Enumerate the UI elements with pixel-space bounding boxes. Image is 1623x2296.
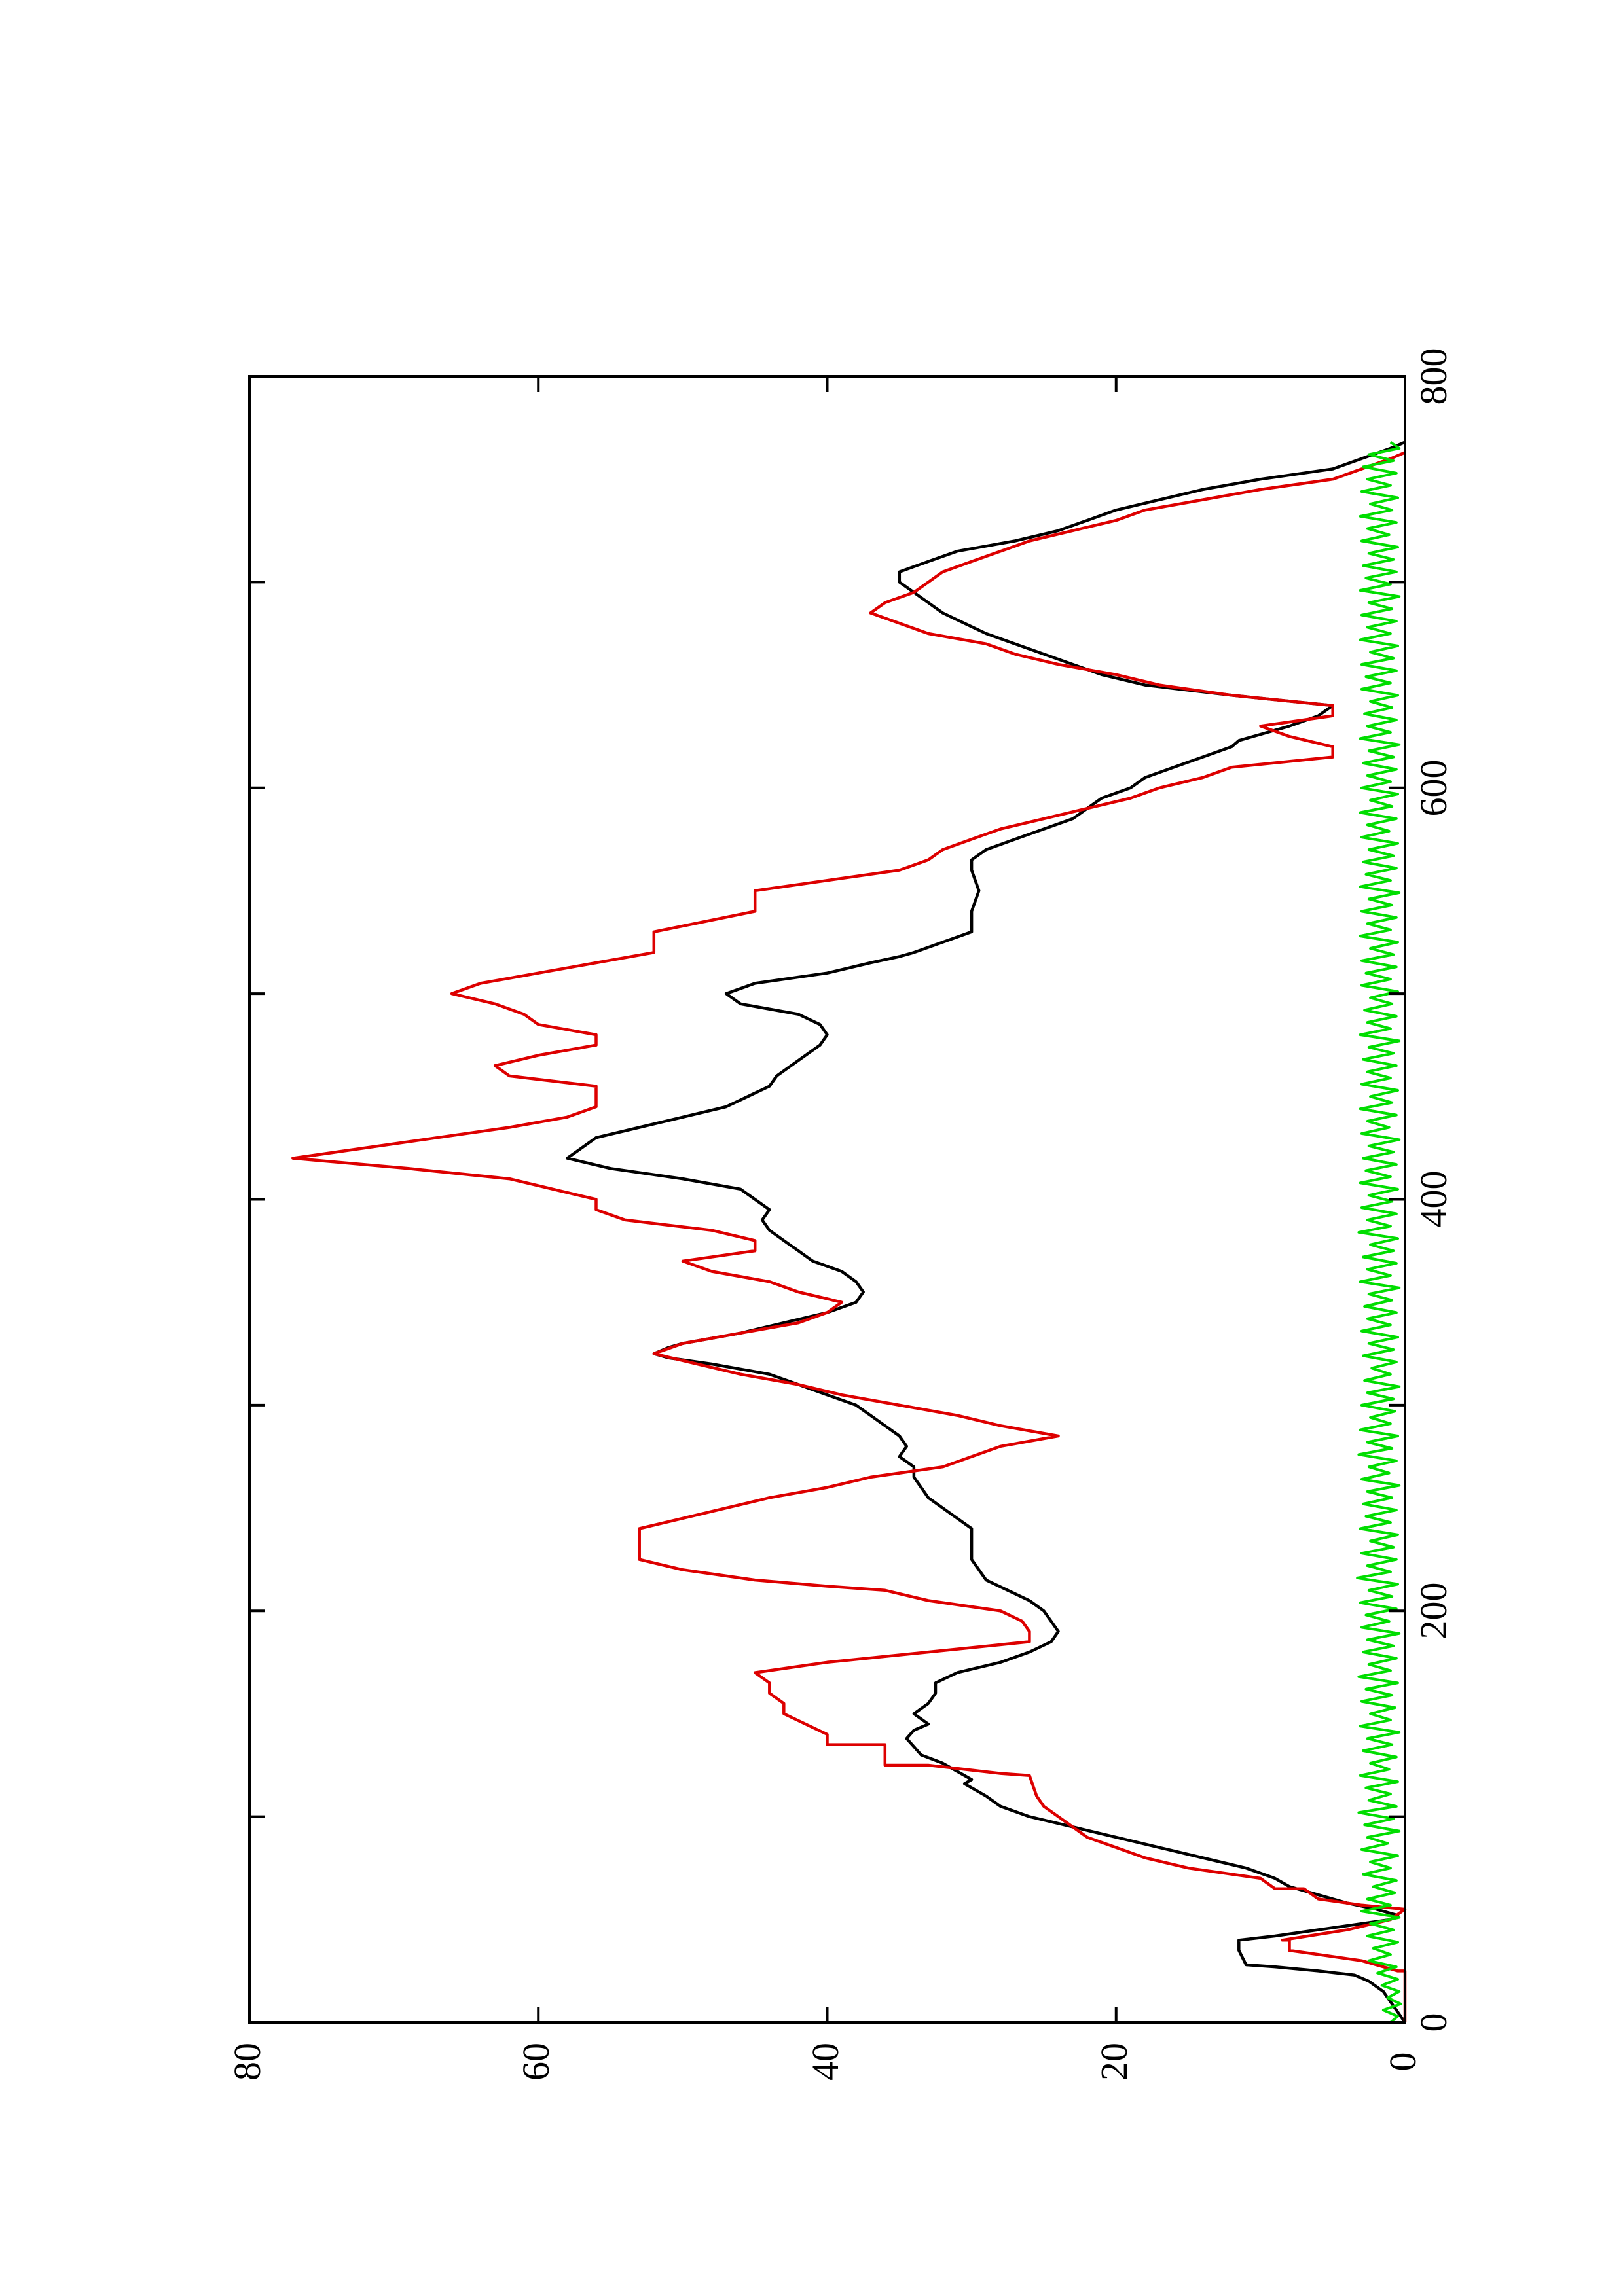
y-tick-label: 0	[1381, 2053, 1424, 2072]
x-tick-label: 400	[1412, 1171, 1455, 1228]
x-tick-label: 0	[1412, 2013, 1455, 2032]
x-tick-label: 600	[1412, 760, 1455, 817]
series-line-1	[291, 451, 1407, 2022]
x-tick-label: 200	[1412, 1583, 1455, 1640]
y-tick-label: 80	[226, 2043, 268, 2081]
y-tick-label: 20	[1093, 2043, 1135, 2081]
y-tick-label: 60	[515, 2043, 557, 2081]
tick-layer	[248, 375, 1406, 2024]
series-layer	[291, 440, 1407, 2024]
x-tick-label: 800	[1412, 348, 1455, 405]
y-tick-label: 40	[804, 2043, 847, 2081]
series-line-2	[1356, 440, 1402, 2024]
